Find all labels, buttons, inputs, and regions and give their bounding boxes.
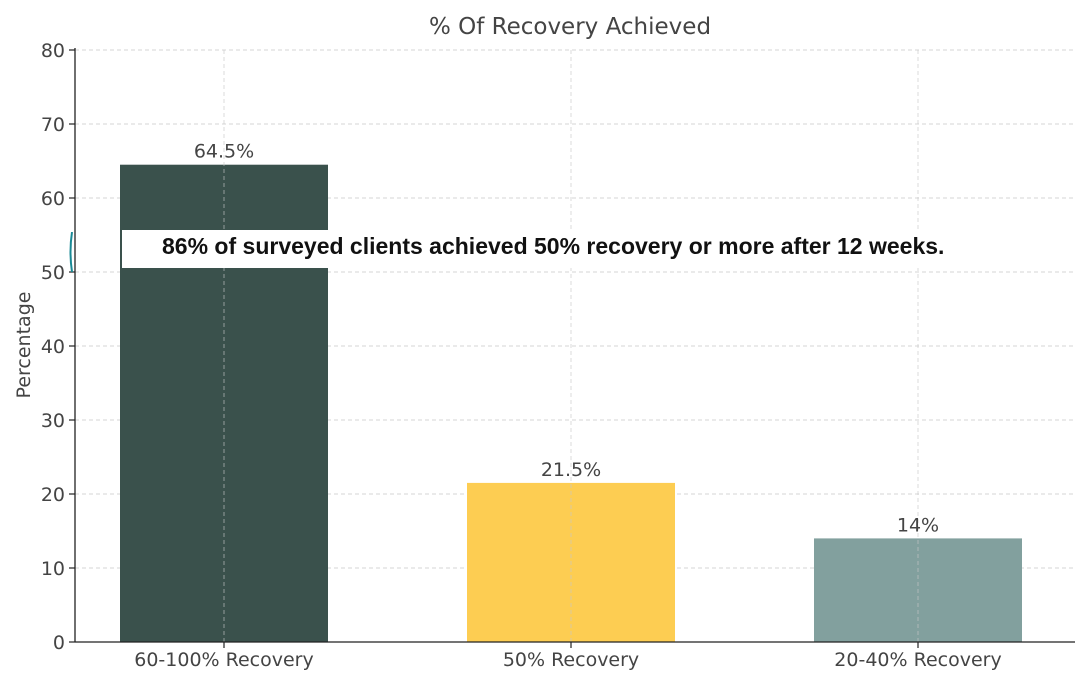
annotation-text: 86% of surveyed clients achieved 50% rec… [162,233,945,259]
y-axis-label: Percentage [13,292,35,399]
teal-accent-mark [69,232,73,272]
vertical-grid-lines [223,50,919,642]
annotation-band [122,230,1080,268]
y-tick-label: 20 [41,484,65,506]
bar-value-label: 14% [897,514,939,536]
y-tick-label: 0 [53,632,65,654]
bar-value-label: 21.5% [541,459,601,481]
y-tick-label: 40 [41,336,65,358]
y-axis-ticks: 0 10 20 30 40 50 60 70 80 [41,40,75,654]
bar-value-label: 64.5% [194,141,254,163]
value-labels: 64.5% 21.5% 14% [194,141,939,537]
y-tick-label: 70 [41,114,65,136]
chart-title: % Of Recovery Achieved [428,14,712,40]
axes [74,48,1075,643]
x-axis-ticks: 60-100% Recovery 50% Recovery 20-40% Recov… [134,642,1002,671]
x-tick-label: 50% Recovery [503,649,639,671]
y-tick-label: 10 [41,558,65,580]
y-tick-label: 60 [41,188,65,210]
y-tick-label: 30 [41,410,65,432]
y-tick-label: 80 [41,40,65,62]
x-tick-label: 20-40% Recovery [834,649,1001,671]
y-tick-label: 50 [41,262,65,284]
x-tick-label: 60-100% Recovery [134,649,314,671]
